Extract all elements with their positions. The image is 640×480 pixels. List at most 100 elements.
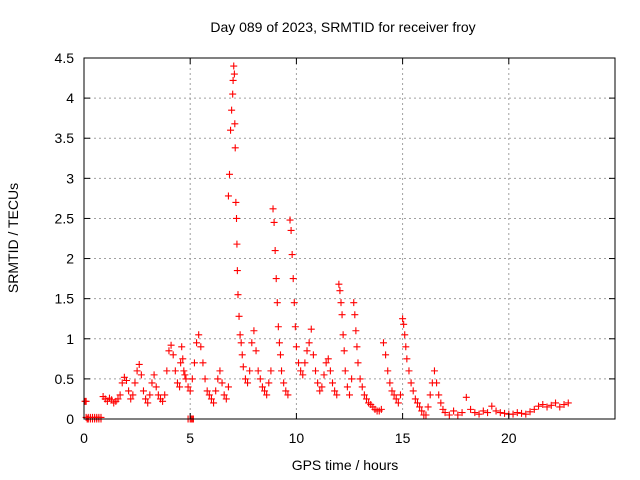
data-point bbox=[254, 367, 262, 375]
data-point bbox=[207, 395, 215, 403]
data-point bbox=[433, 379, 441, 387]
data-point bbox=[186, 387, 194, 395]
data-point bbox=[269, 205, 277, 213]
data-point bbox=[122, 376, 130, 384]
data-point bbox=[229, 76, 237, 84]
data-point bbox=[337, 299, 345, 307]
plot-frame bbox=[83, 57, 616, 420]
data-point bbox=[402, 343, 410, 351]
data-point bbox=[403, 355, 411, 363]
data-point bbox=[241, 375, 249, 383]
data-point bbox=[309, 351, 317, 359]
data-point bbox=[195, 331, 203, 339]
x-tick-label: 0 bbox=[80, 430, 88, 446]
data-point bbox=[318, 383, 326, 391]
data-point bbox=[467, 405, 475, 413]
data-points bbox=[81, 62, 572, 423]
data-point bbox=[292, 343, 300, 351]
data-point bbox=[171, 367, 179, 375]
data-point bbox=[301, 359, 309, 367]
data-point bbox=[265, 379, 273, 387]
data-point bbox=[154, 391, 162, 399]
data-point bbox=[441, 409, 449, 417]
data-point bbox=[161, 391, 169, 399]
data-point bbox=[150, 371, 158, 379]
data-point bbox=[356, 375, 364, 383]
data-point bbox=[233, 214, 241, 222]
data-point bbox=[307, 325, 315, 333]
data-point bbox=[379, 339, 387, 347]
chart-title: Day 089 of 2023, SRMTID for receiver fro… bbox=[210, 19, 475, 35]
data-point bbox=[354, 359, 362, 367]
y-tick-label: 3 bbox=[66, 170, 74, 186]
data-point bbox=[322, 359, 330, 367]
data-point bbox=[287, 226, 295, 234]
data-point bbox=[118, 379, 126, 387]
data-point bbox=[426, 391, 434, 399]
data-point bbox=[133, 367, 141, 375]
data-point bbox=[203, 387, 211, 395]
data-point bbox=[338, 311, 346, 319]
data-point bbox=[250, 327, 258, 335]
data-point bbox=[139, 387, 147, 395]
data-point bbox=[142, 395, 150, 403]
data-point bbox=[346, 391, 353, 399]
data-point bbox=[114, 395, 122, 403]
x-axis-title: GPS time / hours bbox=[292, 457, 399, 473]
y-tick-label: 4.5 bbox=[55, 50, 75, 66]
data-point bbox=[303, 347, 311, 355]
data-point bbox=[237, 339, 245, 347]
data-point bbox=[179, 355, 187, 363]
data-point bbox=[256, 375, 264, 383]
data-point bbox=[351, 311, 359, 319]
data-point bbox=[320, 371, 328, 379]
data-point bbox=[127, 395, 135, 403]
data-point bbox=[235, 312, 243, 320]
data-point bbox=[210, 399, 218, 407]
data-point bbox=[289, 275, 297, 283]
data-point bbox=[450, 407, 458, 415]
data-point bbox=[399, 315, 407, 323]
data-point bbox=[97, 413, 105, 421]
data-point bbox=[220, 391, 228, 399]
data-point bbox=[388, 387, 396, 395]
data-point bbox=[230, 62, 238, 70]
y-tick-label: 2.5 bbox=[55, 210, 75, 226]
data-point bbox=[180, 367, 188, 375]
data-point bbox=[479, 407, 487, 415]
data-point bbox=[233, 267, 241, 275]
data-point bbox=[205, 391, 213, 399]
data-point bbox=[326, 367, 334, 375]
data-point bbox=[163, 367, 171, 375]
data-point bbox=[263, 391, 271, 399]
data-point bbox=[181, 371, 189, 379]
data-point bbox=[224, 192, 232, 200]
data-point bbox=[227, 126, 235, 134]
data-point bbox=[201, 375, 209, 383]
y-tick-label: 3.5 bbox=[55, 130, 75, 146]
data-point bbox=[458, 409, 466, 417]
data-point bbox=[286, 216, 294, 224]
data-point bbox=[352, 327, 360, 335]
data-point bbox=[411, 395, 419, 403]
data-point bbox=[146, 391, 154, 399]
data-point bbox=[394, 399, 402, 407]
data-point bbox=[252, 347, 260, 355]
data-point bbox=[280, 379, 288, 387]
data-point bbox=[276, 351, 284, 359]
data-point bbox=[353, 343, 361, 351]
data-point bbox=[297, 367, 305, 375]
data-point bbox=[295, 359, 303, 367]
data-point bbox=[270, 218, 278, 226]
data-point bbox=[135, 360, 143, 368]
data-point bbox=[178, 343, 186, 351]
data-point bbox=[131, 379, 139, 387]
data-point bbox=[290, 299, 298, 307]
data-point bbox=[236, 331, 244, 339]
data-point bbox=[333, 391, 341, 399]
data-point bbox=[216, 367, 224, 375]
data-point bbox=[231, 120, 239, 128]
data-point bbox=[225, 170, 233, 178]
data-point bbox=[231, 144, 239, 152]
